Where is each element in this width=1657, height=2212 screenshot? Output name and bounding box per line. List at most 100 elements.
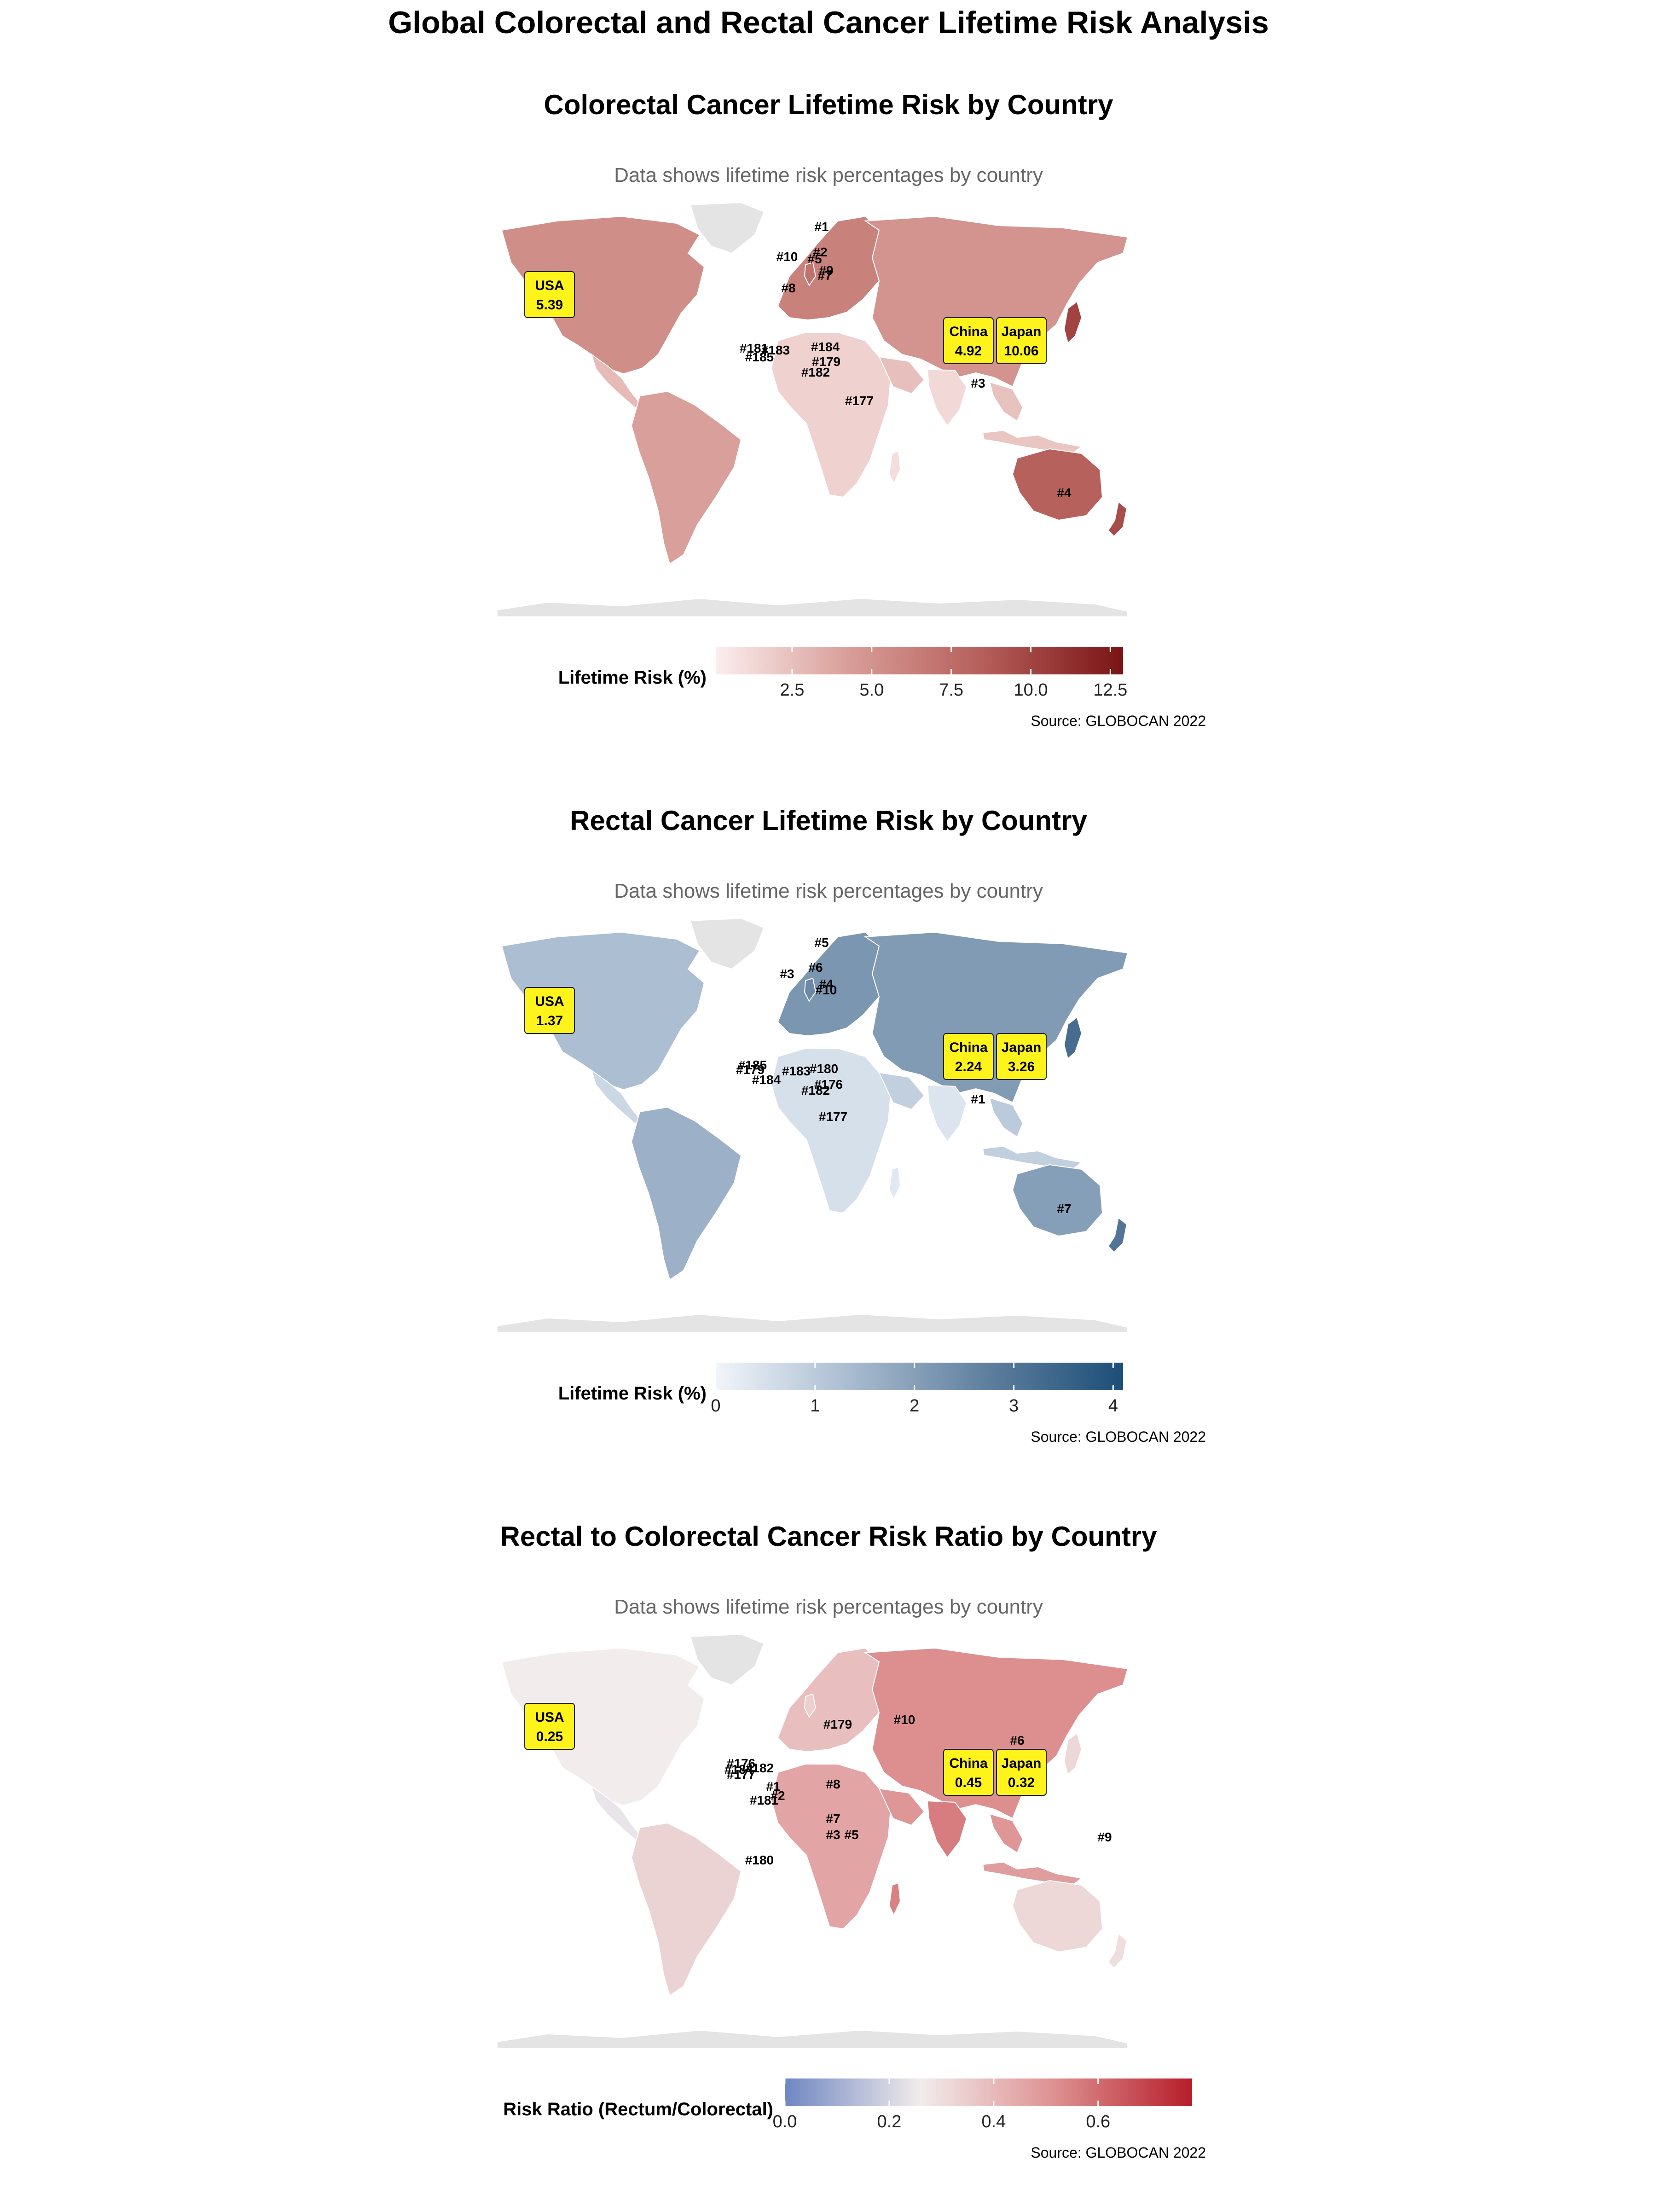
callout-value: 10.06 [1004,343,1038,359]
region-se-asia [989,381,1024,422]
color-legend: Risk Ratio (Rectum/Colorectal)0.0 0.2 0.4 0… [503,2078,1192,2131]
legend-colorbar [785,2078,1192,2106]
region-south-america [631,390,742,565]
rank-label: #176 [727,1756,755,1771]
rank-label: #185 [738,1058,767,1072]
callout-japan: Japan 10.06 [996,317,1047,364]
callout-china: China 4.92 [943,317,994,364]
legend-tick-label: 1 [810,1396,820,1416]
rank-label: #180 [810,1062,838,1076]
region-se-asia [989,1813,1024,1854]
rank-label: #2 [771,1788,785,1803]
rank-label: #4 [819,977,834,991]
callout-japan: Japan 3.26 [996,1033,1047,1080]
rank-label: #5 [807,252,822,266]
rank-label: #179 [823,1717,852,1731]
region-japan [1063,1016,1083,1060]
rank-label: #3 [971,376,985,390]
region-madagascar [888,1882,901,1916]
callout-china: China 2.24 [943,1033,994,1080]
panel-subtitle: Data shows lifetime risk percentages by … [614,880,1043,902]
rank-label: #4 [1057,486,1072,500]
panel-ratio: Rectal to Colorectal Cancer Risk Ratio b… [497,1521,1206,2161]
rank-label: #184 [811,340,840,354]
rank-label: #176 [814,1077,843,1091]
rank-label: #184 [752,1073,781,1087]
region-antarctica [497,1313,1128,1333]
legend-tick-label: 5.0 [859,680,884,700]
region-japan [1063,1732,1083,1776]
region-indonesia [982,1145,1083,1170]
legend-colorbar [716,1363,1123,1390]
color-legend: Lifetime Risk (%) 2.5 5.0 7.5 10.0 12.5 [558,647,1127,700]
callout-box [943,317,994,364]
rank-label: #3 [826,1828,840,1842]
region-australia [1012,1164,1103,1237]
region-asia [863,1647,1129,1819]
rank-label: #184 [724,1762,753,1777]
callout-country: Japan [1002,324,1042,339]
callout-usa: USA 5.39 [524,271,575,318]
region-greenland [689,202,765,254]
rank-label: #10 [894,1713,915,1727]
callout-value: 2.24 [955,1059,982,1074]
region-greenland [689,1633,765,1686]
callout-value: 3.26 [1008,1059,1035,1074]
panel-title: Rectal to Colorectal Cancer Risk Ratio b… [500,1521,1158,1552]
callout-value: 0.45 [955,1775,982,1790]
legend-tick-label: 0 [711,1396,720,1416]
source-caption: Source: GLOBOCAN 2022 [1031,713,1206,729]
rank-label: #180 [745,1853,774,1867]
rank-label: #7 [1057,1202,1071,1216]
region-australia [1012,448,1103,521]
rank-label: #10 [776,250,798,264]
rank-label: #183 [761,343,790,357]
callout-value: 0.32 [1008,1775,1035,1790]
region-asia [863,931,1129,1103]
callout-country: USA [535,994,564,1009]
legend-tick-label: 4 [1108,1396,1118,1416]
region-madagascar [888,1166,901,1201]
legend-colorbar [716,647,1123,674]
panel-rectal: Rectal Cancer Lifetime Risk by Country Da… [497,805,1206,1445]
rank-label: #181 [750,1793,778,1807]
rank-label: #1 [766,1779,780,1794]
rank-label: #182 [801,365,830,379]
callout-box [524,271,575,318]
callout-value: 4.92 [955,343,982,359]
callout-country: China [949,1040,988,1055]
legend-tick-label: 0.2 [877,2112,902,2131]
region-arabia [878,356,925,395]
callout-box [996,1033,1047,1080]
rank-label: #182 [801,1083,830,1097]
callout-box [524,987,575,1034]
rank-label: #1 [971,1092,985,1106]
callout-country: Japan [1002,1040,1042,1055]
region-south-america [631,1106,742,1281]
rank-label: #182 [745,1761,774,1775]
region-africa [771,1048,892,1214]
legend-tick-label: 0.6 [1086,2112,1110,2131]
region-antarctica [497,2029,1128,2049]
callout-box [943,1033,994,1080]
callout-value: 1.37 [536,1013,563,1028]
rank-label: #7 [826,1811,840,1826]
source-caption: Source: GLOBOCAN 2022 [1031,1428,1206,1445]
callout-japan: Japan 0.32 [996,1749,1047,1796]
region-south-america [631,1822,742,1997]
rank-label: #179 [812,354,840,369]
rank-label: #9 [819,263,833,278]
panel-colorectal: Colorectal Cancer Lifetime Risk by Count… [497,89,1206,729]
rank-label: #6 [808,960,823,975]
rank-label: #8 [826,1777,840,1791]
panel-subtitle: Data shows lifetime risk percentages by … [614,1596,1043,1618]
callout-usa: USA 0.25 [524,1703,575,1750]
callout-china: China 0.45 [943,1749,994,1796]
callout-country: China [949,1756,988,1771]
callout-box [524,1703,575,1750]
rank-label: #177 [727,1767,755,1782]
callout-value: 5.39 [536,297,563,313]
world-map: #5 #3 #6 #4#10 #185#179 #183#180 #184 #176#182 #… [497,917,1129,1333]
rank-label: #8 [781,281,795,295]
